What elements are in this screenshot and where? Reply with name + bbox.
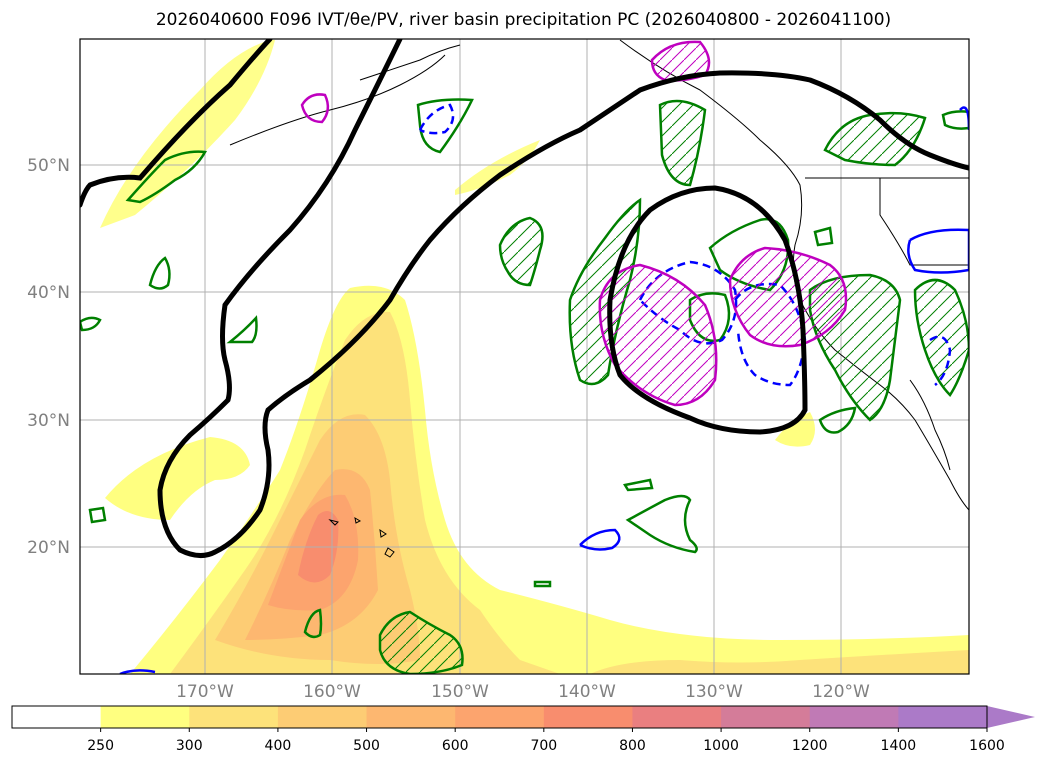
colorbar-tick-label: 800 bbox=[619, 738, 646, 754]
colorbar-segment bbox=[809, 706, 899, 728]
colorbar-border bbox=[11, 705, 988, 729]
colorbar-tick-label: 400 bbox=[265, 738, 292, 754]
colorbar-tick-label: 600 bbox=[442, 738, 469, 754]
colorbar-segment bbox=[632, 706, 722, 728]
map-title: 2026040600 F096 IVT/θe/PV, river basin p… bbox=[155, 10, 892, 30]
lon-label: 120°W bbox=[812, 682, 870, 702]
colorbar-segment bbox=[277, 706, 368, 728]
colorbar-segment bbox=[721, 706, 811, 728]
black-contours bbox=[80, 39, 969, 558]
map-frame bbox=[79, 38, 970, 675]
colorbar-extend-arrow bbox=[987, 706, 1035, 728]
colorbar-tick-label: 250 bbox=[87, 738, 114, 754]
colorbar-segments bbox=[12, 706, 988, 728]
colorbar-tick-label: 1600 bbox=[969, 738, 1005, 754]
colorbar-tick-label: 300 bbox=[176, 738, 203, 754]
colorbar-segment bbox=[543, 706, 633, 728]
lon-label: 160°W bbox=[303, 682, 361, 702]
colorbar-labels: 250 300 400 500 600 700 800 1000 1200 1400 1600 bbox=[87, 728, 1005, 754]
colorbar-segment bbox=[12, 706, 102, 728]
lon-label: 140°W bbox=[558, 682, 616, 702]
lat-label: 50°N bbox=[27, 156, 70, 176]
longitude-labels: 170°W 160°W 150°W 140°W 130°W 120°W bbox=[176, 682, 870, 702]
colorbar-tick-label: 500 bbox=[353, 738, 380, 754]
lat-label: 30°N bbox=[27, 411, 70, 431]
latitude-labels: 50°N 40°N 30°N 20°N bbox=[27, 156, 70, 558]
colorbar-segment bbox=[898, 706, 988, 728]
colorbar-tick-label: 1400 bbox=[881, 738, 917, 754]
lat-label: 40°N bbox=[27, 283, 70, 303]
magenta-contours bbox=[300, 40, 848, 407]
colorbar-tick-label: 700 bbox=[530, 738, 557, 754]
colorbar-segment bbox=[455, 706, 545, 728]
colorbar-tick-label: 1000 bbox=[703, 738, 739, 754]
colorbar-segment bbox=[366, 706, 456, 728]
colorbar-tick-label: 1200 bbox=[792, 738, 828, 754]
map-content bbox=[80, 39, 969, 674]
lon-label: 170°W bbox=[176, 682, 234, 702]
lon-label: 150°W bbox=[431, 682, 489, 702]
colorbar: 250 300 400 500 600 700 800 1000 1200 1400 1600 bbox=[11, 705, 1035, 754]
colorbar-segment bbox=[189, 706, 279, 728]
lon-label: 130°W bbox=[685, 682, 743, 702]
lat-label: 20°N bbox=[27, 538, 70, 558]
colorbar-segment bbox=[100, 706, 190, 728]
